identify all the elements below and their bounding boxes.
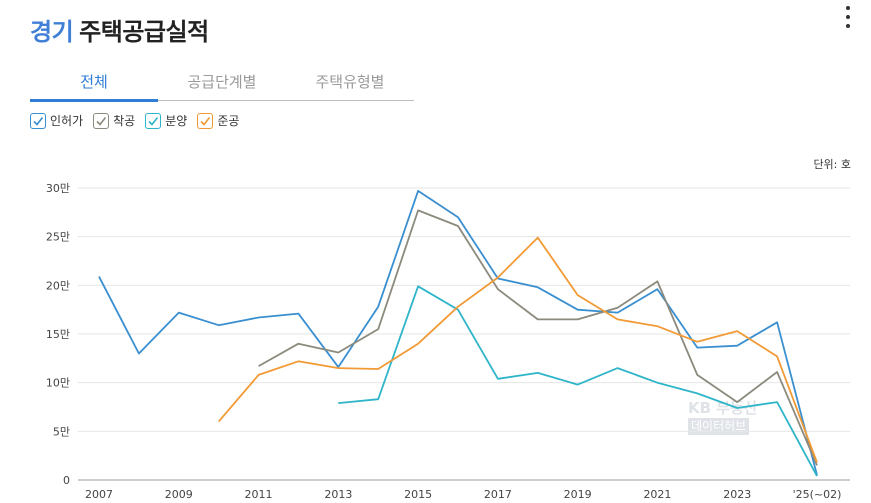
series-line-1 — [98, 190, 818, 476]
y-tick-label: 5만 — [53, 425, 70, 438]
x-tick-label: 2019 — [564, 488, 592, 501]
y-tick-label: 30만 — [46, 182, 70, 195]
x-tick-label: 2013 — [324, 488, 352, 501]
page-title: 경기 주택공급실적 — [30, 12, 209, 47]
series-line-2 — [258, 209, 818, 466]
y-tick-label: 15만 — [46, 328, 70, 341]
region-label: 경기 — [30, 18, 74, 46]
more-options-icon[interactable] — [840, 6, 856, 28]
checkbox-icon[interactable] — [93, 112, 110, 129]
watermark-line1: KB 부동산 — [688, 399, 758, 417]
legend: 인허가 착공 분양 준공 — [30, 112, 249, 129]
x-tick-label: '25(~02) — [793, 488, 842, 501]
tab-by-type[interactable]: 주택유형별 — [315, 73, 385, 91]
y-tick-label: 20만 — [46, 279, 70, 292]
watermark: KB 부동산 데이터허브 — [688, 400, 758, 435]
tab-bar: 전체 공급단계별 주택유형별 — [30, 66, 414, 102]
watermark-line2: 데이터허브 — [688, 418, 750, 435]
checkbox-icon[interactable] — [145, 112, 162, 129]
x-tick-label: 2015 — [404, 488, 432, 501]
x-tick-label: 2023 — [723, 488, 751, 501]
tab-all[interactable]: 전체 — [30, 66, 158, 102]
x-tick-label: 2011 — [245, 488, 273, 501]
legend-label: 인허가 — [50, 114, 84, 128]
legend-label: 준공 — [217, 114, 240, 128]
series-line-4 — [218, 236, 818, 463]
checkbox-icon[interactable] — [197, 112, 214, 129]
y-tick-label: 25만 — [46, 231, 70, 244]
legend-item-sales[interactable]: 분양 — [145, 112, 187, 129]
unit-label: 단위: 호 — [813, 158, 851, 171]
x-tick-label: 2021 — [643, 488, 671, 501]
y-tick-label: 10만 — [46, 377, 70, 390]
y-tick-label: 0 — [63, 474, 70, 487]
legend-item-permits[interactable]: 인허가 — [30, 112, 83, 129]
x-tick-label: 2007 — [85, 488, 113, 501]
series-line-3 — [338, 285, 818, 477]
x-tick-label: 2009 — [165, 488, 193, 501]
checkbox-icon[interactable] — [30, 112, 46, 129]
legend-label: 착공 — [113, 114, 136, 128]
legend-item-starts[interactable]: 착공 — [93, 112, 135, 129]
tab-by-stage[interactable]: 공급단계별 — [187, 73, 257, 91]
legend-item-completions[interactable]: 준공 — [197, 112, 239, 129]
legend-label: 분양 — [165, 114, 188, 128]
x-tick-label: 2017 — [484, 488, 512, 501]
title-label: 주택공급실적 — [79, 18, 209, 46]
